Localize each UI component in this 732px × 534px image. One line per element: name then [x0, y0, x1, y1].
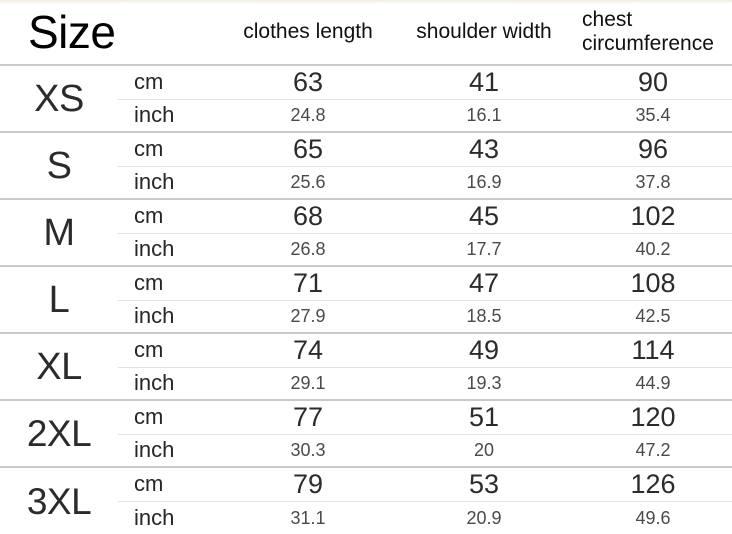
row-size-label: XS	[0, 64, 118, 132]
unit-label-cm: cm	[118, 332, 223, 367]
row-size-label: XL	[0, 332, 118, 400]
row-size-label: 2XL	[0, 399, 118, 467]
row-size-label: L	[0, 265, 118, 333]
value-shoulder-width-inch: 20.9	[394, 500, 575, 534]
value-chest-circumference-inch: 42.5	[574, 299, 732, 333]
row-size-label: 3XL	[0, 466, 118, 534]
unit-label-inch: inch	[118, 433, 223, 467]
value-clothes-length-inch: 26.8	[222, 232, 395, 266]
value-chest-circumference-cm: 102	[574, 198, 732, 233]
value-shoulder-width-inch: 18.5	[394, 299, 575, 333]
value-shoulder-width-inch: 16.1	[394, 98, 575, 132]
value-clothes-length-cm: 68	[222, 198, 395, 233]
value-shoulder-width-cm: 49	[394, 332, 575, 367]
value-shoulder-width-inch: 20	[394, 433, 575, 467]
value-chest-circumference-cm: 126	[574, 466, 732, 501]
unit-label-inch: inch	[118, 165, 223, 199]
table-row: XL cm 74 49 114	[0, 332, 732, 400]
table-row: L cm 71 47 108	[0, 265, 732, 333]
row-size-label: M	[0, 198, 118, 266]
table-row: S cm 65 43 96	[0, 131, 732, 199]
value-shoulder-width-inch: 17.7	[394, 232, 575, 266]
column-header-chest-circumference: chest circumference	[574, 0, 732, 66]
value-clothes-length-cm: 77	[222, 399, 395, 434]
table-body: XS cm 63 41 90 inch 24.8 16.1 35.4 S cm …	[0, 64, 732, 534]
column-header-shoulder-width: shoulder width	[394, 0, 575, 66]
table-row: 2XL cm 77 51 120	[0, 399, 732, 467]
table-row: inch 25.6 16.9 37.8	[0, 165, 732, 199]
table-header: Size clothes length shoulder width chest…	[0, 0, 732, 66]
unit-label-inch: inch	[118, 232, 223, 266]
table-row: 3XL cm 79 53 126	[0, 466, 732, 534]
value-clothes-length-cm: 63	[222, 64, 395, 99]
value-clothes-length-cm: 65	[222, 131, 395, 166]
value-shoulder-width-cm: 53	[394, 466, 575, 501]
value-chest-circumference-cm: 114	[574, 332, 732, 367]
value-shoulder-width-cm: 47	[394, 265, 575, 300]
value-shoulder-width-inch: 16.9	[394, 165, 575, 199]
unit-label-cm: cm	[118, 399, 223, 434]
value-clothes-length-inch: 24.8	[222, 98, 395, 132]
value-chest-circumference-inch: 35.4	[574, 98, 732, 132]
value-shoulder-width-cm: 51	[394, 399, 575, 434]
unit-label-cm: cm	[118, 131, 223, 166]
value-chest-circumference-inch: 37.8	[574, 165, 732, 199]
table-row: inch 27.9 18.5 42.5	[0, 299, 732, 333]
value-chest-circumference-inch: 44.9	[574, 366, 732, 400]
unit-label-cm: cm	[118, 265, 223, 300]
unit-label-cm: cm	[118, 64, 223, 99]
value-chest-circumference-cm: 90	[574, 64, 732, 99]
unit-label-inch: inch	[118, 366, 223, 400]
value-clothes-length-cm: 74	[222, 332, 395, 367]
table-row: inch 29.1 19.3 44.9	[0, 366, 732, 400]
page-title: Size	[0, 0, 223, 66]
unit-label-cm: cm	[118, 466, 223, 501]
value-chest-circumference-inch: 49.6	[574, 500, 732, 534]
table-row: inch 26.8 17.7 40.2	[0, 232, 732, 266]
value-clothes-length-inch: 29.1	[222, 366, 395, 400]
value-chest-circumference-cm: 108	[574, 265, 732, 300]
value-clothes-length-inch: 25.6	[222, 165, 395, 199]
column-header-clothes-length: clothes length	[222, 0, 395, 66]
value-clothes-length-inch: 27.9	[222, 299, 395, 333]
value-chest-circumference-cm: 120	[574, 399, 732, 434]
value-shoulder-width-cm: 45	[394, 198, 575, 233]
row-size-label: S	[0, 131, 118, 199]
unit-label-inch: inch	[118, 98, 223, 132]
value-shoulder-width-cm: 41	[394, 64, 575, 99]
value-clothes-length-inch: 31.1	[222, 500, 395, 534]
unit-label-inch: inch	[118, 500, 223, 534]
value-shoulder-width-cm: 43	[394, 131, 575, 166]
table-row: M cm 68 45 102	[0, 198, 732, 266]
value-clothes-length-inch: 30.3	[222, 433, 395, 467]
unit-label-inch: inch	[118, 299, 223, 333]
value-shoulder-width-inch: 19.3	[394, 366, 575, 400]
table-row: inch 30.3 20 47.2	[0, 433, 732, 467]
table-row: XS cm 63 41 90	[0, 64, 732, 132]
value-clothes-length-cm: 79	[222, 466, 395, 501]
value-chest-circumference-inch: 40.2	[574, 232, 732, 266]
value-chest-circumference-cm: 96	[574, 131, 732, 166]
header-row: Size clothes length shoulder width chest…	[0, 0, 732, 66]
unit-label-cm: cm	[118, 198, 223, 233]
table-row: inch 31.1 20.9 49.6	[0, 500, 732, 534]
value-clothes-length-cm: 71	[222, 265, 395, 300]
table-row: inch 24.8 16.1 35.4	[0, 98, 732, 132]
value-chest-circumference-inch: 47.2	[574, 433, 732, 467]
